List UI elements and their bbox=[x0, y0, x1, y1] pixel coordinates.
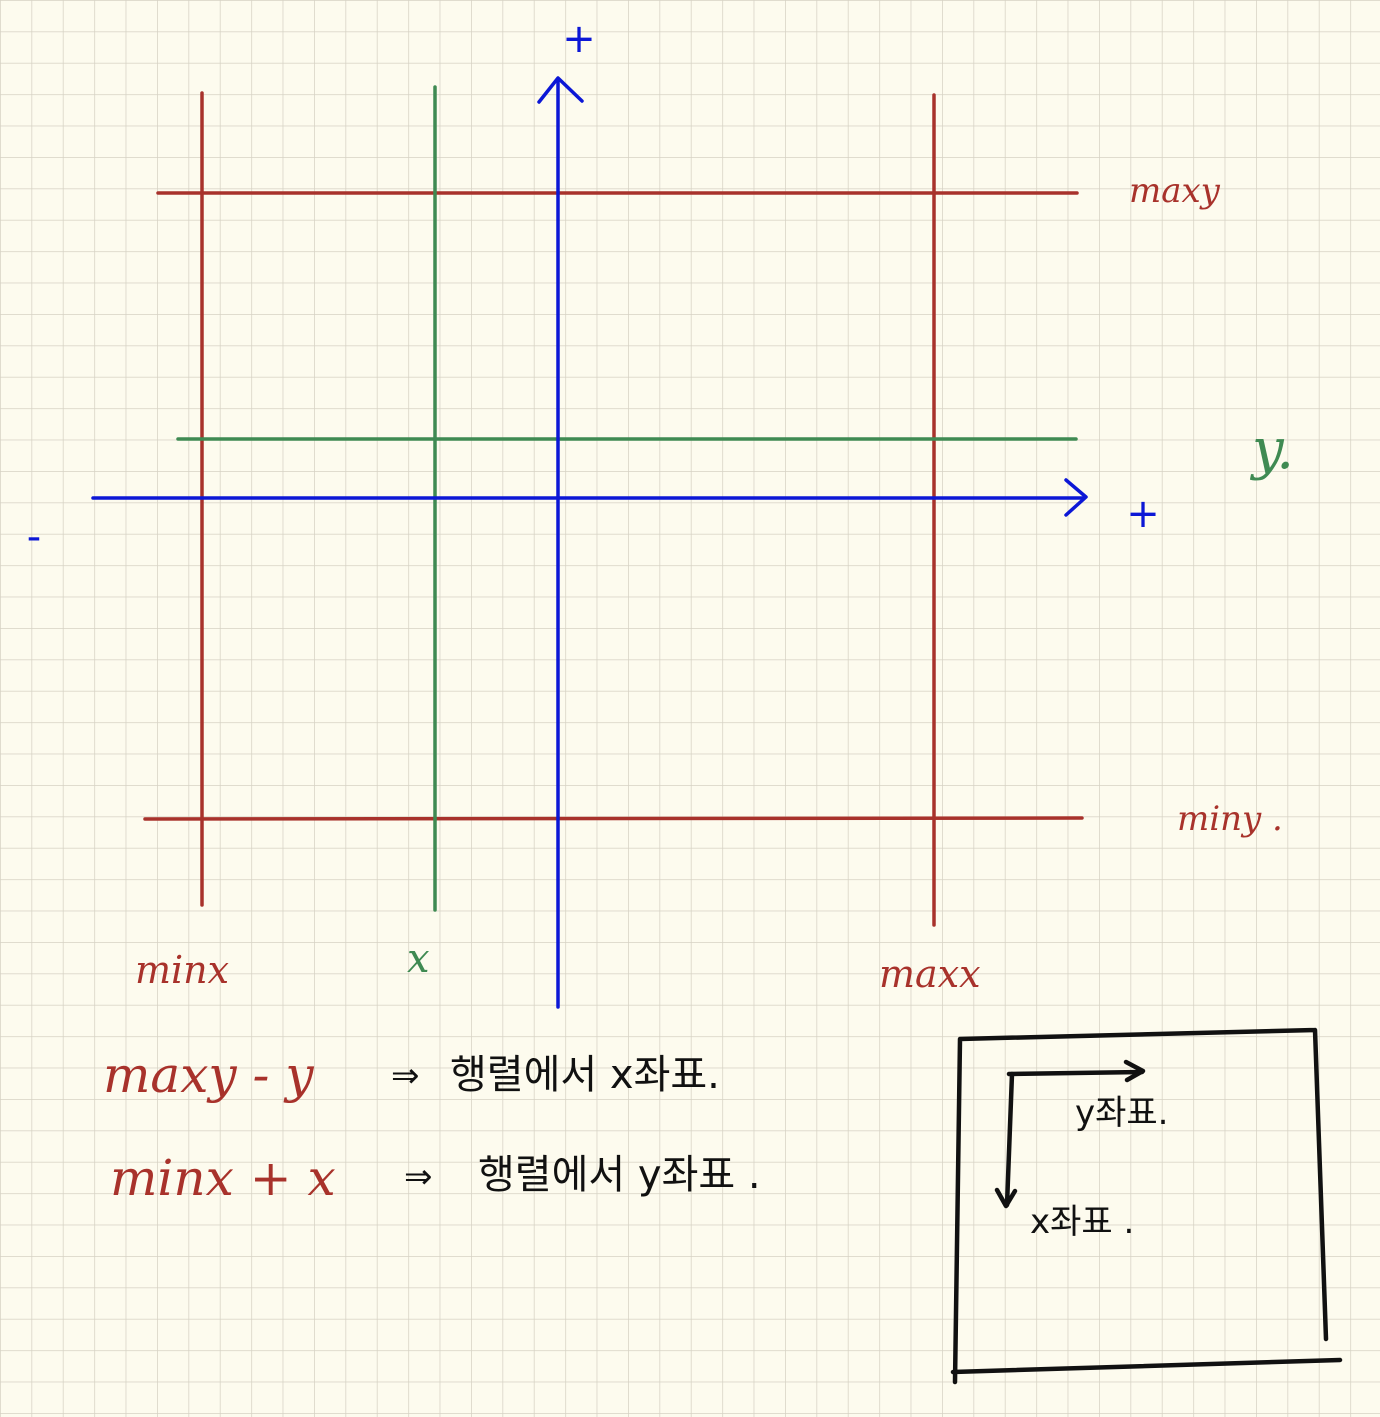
miny-line bbox=[143, 816, 1084, 821]
y-axis-plus-label: + bbox=[562, 16, 596, 62]
x-point-label: x bbox=[407, 936, 430, 982]
y-point-label: y. bbox=[1249, 417, 1294, 482]
formula-1-description: 행렬에서 x좌표. bbox=[450, 1052, 720, 1098]
axes bbox=[91, 76, 1088, 1009]
x-axis-plus-label: + bbox=[1126, 491, 1160, 537]
column-direction-arrowhead bbox=[1123, 1059, 1146, 1083]
matrix-top-label: y좌표. bbox=[1075, 1093, 1169, 1133]
x-axis-arrowhead bbox=[1064, 478, 1088, 517]
column-direction-line bbox=[1006, 1069, 1145, 1077]
y-axis-arrowhead bbox=[537, 76, 584, 104]
minx-label: minx bbox=[135, 948, 229, 992]
formula-2-arrow: ⇒ bbox=[404, 1157, 433, 1197]
formula-2-expression: minx + x bbox=[110, 1149, 336, 1207]
row-direction-line bbox=[1004, 1071, 1015, 1208]
formula-1-expression: maxy - y bbox=[103, 1046, 314, 1104]
matrix-box-frame bbox=[950, 1027, 1343, 1385]
row-direction-arrowhead bbox=[994, 1187, 1018, 1209]
x-axis-minus-label: - bbox=[27, 514, 41, 560]
matrix-box bbox=[950, 1027, 1343, 1385]
formula-row-1: maxy - y ⇒ 행렬에서 x좌표. bbox=[103, 1046, 720, 1104]
maxy-label: maxy bbox=[1129, 171, 1221, 211]
matrix-side-label: x좌표 . bbox=[1030, 1202, 1134, 1242]
formula-2-description: 행렬에서 y좌표 . bbox=[478, 1152, 761, 1198]
maxx-label: maxx bbox=[879, 952, 981, 996]
formula-1-arrow: ⇒ bbox=[391, 1056, 420, 1096]
miny-label: miny . bbox=[1177, 799, 1283, 839]
formula-row-2: minx + x ⇒ 행렬에서 y좌표 . bbox=[110, 1149, 761, 1207]
